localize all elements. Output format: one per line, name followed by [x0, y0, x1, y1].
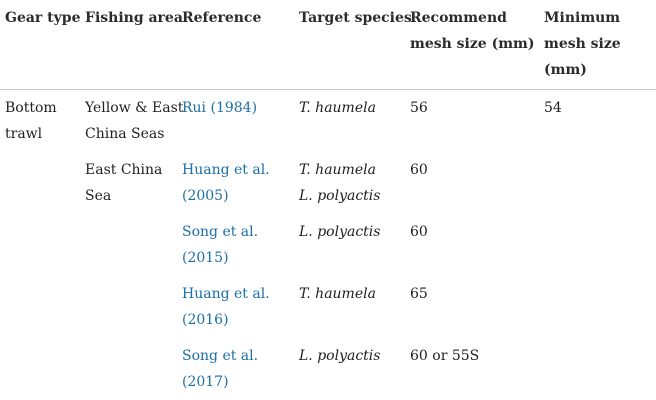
reference-link-huang-2016-line-2[interactable]: (2016)	[182, 312, 229, 328]
header-fishing-area: Fishing area	[85, 10, 183, 26]
row-species-line-2: L. polyactis	[299, 188, 381, 204]
reference-link-huang-2016-line-1[interactable]: Huang et al.	[182, 286, 270, 302]
row-species: T. haumela	[299, 286, 376, 302]
row-fishing-area-line-2: China Seas	[85, 126, 165, 142]
row-recommend-mesh: 56	[410, 100, 428, 116]
header-recommend-mesh-line-1: Recommend	[410, 10, 507, 26]
reference-link-song-2017-line-2[interactable]: (2017)	[182, 374, 229, 390]
header-reference: Reference	[182, 10, 262, 26]
reference-link-song-2015-line-2[interactable]: (2015)	[182, 250, 229, 266]
row-fishing-area-line-1: East China	[85, 162, 163, 178]
header-minimum-mesh-line-3: (mm)	[544, 62, 587, 78]
row-species: T. haumela	[299, 100, 376, 116]
reference-link-song-2015-line-1[interactable]: Song et al.	[182, 224, 259, 240]
row-fishing-area-line-2: Sea	[85, 188, 112, 204]
row-species: L. polyactis	[299, 348, 381, 364]
header-recommend-mesh-line-2: mesh size (mm)	[410, 36, 535, 52]
row-fishing-area-line-1: Yellow & East	[85, 100, 184, 116]
row-gear-type-line-2: trawl	[5, 126, 43, 142]
row-species: L. polyactis	[299, 224, 381, 240]
header-gear-type: Gear type	[5, 10, 81, 26]
header-target-species: Target species	[299, 10, 412, 26]
header-minimum-mesh-line-1: Minimum	[544, 10, 621, 26]
row-species-line-1: T. haumela	[299, 162, 376, 178]
row-recommend-mesh: 60	[410, 162, 428, 178]
reference-link-huang-2005-line-2[interactable]: (2005)	[182, 188, 229, 204]
reference-link-song-2017-line-1[interactable]: Song et al.	[182, 348, 259, 364]
row-recommend-mesh: 60	[410, 224, 428, 240]
reference-link-huang-2005-line-1[interactable]: Huang et al.	[182, 162, 270, 178]
row-recommend-mesh: 65	[410, 286, 428, 302]
row-recommend-mesh: 60 or 55S	[410, 348, 480, 364]
header-divider	[0, 89, 656, 90]
header-minimum-mesh-line-2: mesh size	[544, 36, 621, 52]
row-gear-type-line-1: Bottom	[5, 100, 57, 116]
reference-link-rui-1984[interactable]: Rui (1984)	[182, 100, 258, 116]
row-minimum-mesh: 54	[544, 100, 562, 116]
